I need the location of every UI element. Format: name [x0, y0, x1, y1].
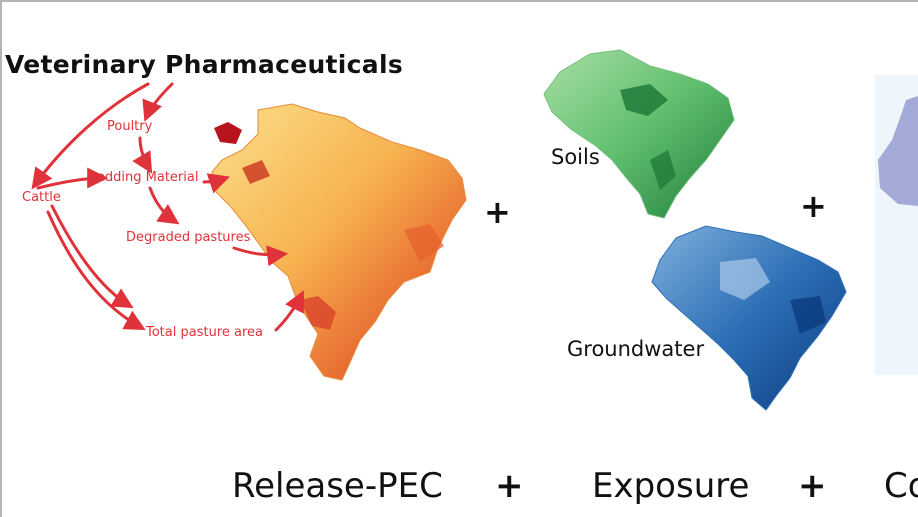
groundwater-map: [651, 225, 847, 411]
release-pec-map: [211, 103, 467, 381]
arrow-cattle-to-total: [50, 204, 134, 309]
arrow-title-to-cattle: [31, 82, 150, 190]
plus-sign-2: +: [800, 187, 827, 225]
flow-label-bedding: Bedding Material: [88, 170, 199, 185]
frame-border-top: [0, 0, 918, 2]
frame-border-left: [0, 0, 2, 517]
arrow-degraded-to-map: [232, 245, 289, 267]
plus-sign-1: +: [484, 193, 511, 231]
bottom-label-exposure: Exposure: [592, 466, 750, 506]
arrow-cattle-to-total-lower: [46, 210, 146, 331]
third-map-partial: [878, 96, 918, 206]
arrow-bedding-to-map: [202, 173, 230, 194]
bottom-label-third: Co: [884, 466, 918, 506]
map-label-soils: Soils: [551, 145, 600, 169]
flow-label-cattle: Cattle: [22, 190, 61, 205]
soils-map: [543, 49, 735, 219]
arrow-title-to-poultry: [142, 82, 174, 122]
bottom-plus-1: +: [495, 466, 524, 506]
bottom-label-release: Release-PEC: [232, 466, 443, 506]
map-label-groundwater: Groundwater: [567, 337, 705, 361]
flow-arrows: [31, 82, 304, 332]
flow-label-poultry: Poultry: [107, 119, 153, 134]
flow-label-degraded: Degraded pastures: [126, 230, 251, 245]
bottom-plus-2: +: [798, 466, 827, 506]
arrow-poultry-to-bedding: [132, 136, 153, 174]
flow-label-total: Total pasture area: [146, 325, 263, 340]
arrow-bedding-to-degraded: [148, 186, 180, 225]
arrow-cattle-to-bedding: [36, 167, 109, 190]
arrow-total-to-map: [274, 290, 304, 332]
diagram-title: Veterinary Pharmaceuticals: [5, 50, 404, 79]
